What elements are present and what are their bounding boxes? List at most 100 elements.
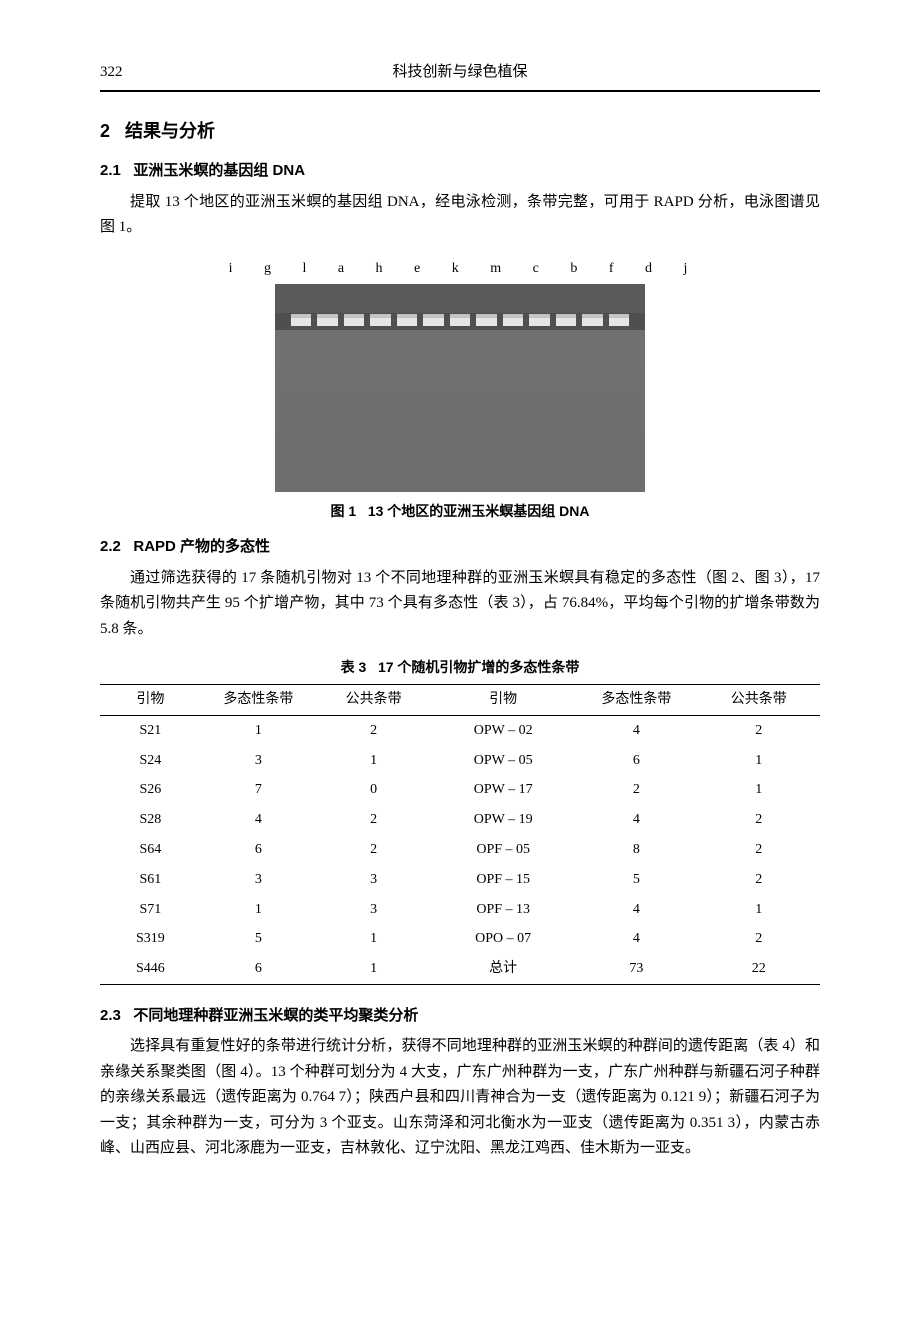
cell-common-left: 2 <box>316 805 431 835</box>
gel-bands-row <box>291 318 629 332</box>
cell-primer-right: 总计 <box>431 954 575 984</box>
section-2-2-para: 通过筛选获得的 17 条随机引物对 13 个不同地理种群的亚洲玉米螟具有稳定的多… <box>100 566 820 643</box>
table-row: S6133OPF – 1552 <box>100 865 820 895</box>
subsection-num: 2.1 <box>100 162 121 179</box>
cell-common-right: 22 <box>698 954 820 984</box>
cell-primer-left: S61 <box>100 865 201 895</box>
th-primer-left: 引物 <box>100 684 201 715</box>
table-row: S2112OPW – 0242 <box>100 715 820 745</box>
journal-title: 科技创新与绿色植保 <box>392 60 527 86</box>
cell-poly-left: 6 <box>201 835 316 865</box>
th-primer-right: 引物 <box>431 684 575 715</box>
th-common-left: 公共条带 <box>316 684 431 715</box>
cell-common-left: 1 <box>316 746 431 776</box>
figure-1: i g l a h e k m c b f d j 图 1 13 个地区的亚洲玉… <box>100 257 820 525</box>
cell-poly-right: 2 <box>575 775 697 805</box>
table-row: S31951OPO – 0742 <box>100 924 820 954</box>
cell-primer-right: OPF – 13 <box>431 895 575 925</box>
cell-poly-left: 1 <box>201 895 316 925</box>
cell-common-left: 1 <box>316 954 431 984</box>
section-2-1-heading: 2.1 亚洲玉米螟的基因组 DNA <box>100 158 820 184</box>
cell-primer-right: OPW – 05 <box>431 746 575 776</box>
cell-common-right: 1 <box>698 895 820 925</box>
cell-common-left: 3 <box>316 865 431 895</box>
cell-primer-right: OPF – 15 <box>431 865 575 895</box>
cell-common-right: 2 <box>698 715 820 745</box>
cell-common-right: 1 <box>698 746 820 776</box>
subsection-title: 不同地理种群亚洲玉米螟的类平均聚类分析 <box>133 1007 418 1024</box>
table-row: S2431OPW – 0561 <box>100 746 820 776</box>
table-3-body: S2112OPW – 0242S2431OPW – 0561S2670OPW –… <box>100 715 820 984</box>
th-poly-left: 多态性条带 <box>201 684 316 715</box>
fig-caption-prefix: 图 1 <box>330 503 356 519</box>
cell-poly-right: 4 <box>575 924 697 954</box>
cell-poly-right: 6 <box>575 746 697 776</box>
section-2-3-para: 选择具有重复性好的条带进行统计分析，获得不同地理种群的亚洲玉米螟的种群间的遗传距… <box>100 1034 820 1162</box>
cell-poly-left: 7 <box>201 775 316 805</box>
cell-poly-right: 4 <box>575 895 697 925</box>
subsection-num: 2.2 <box>100 538 121 555</box>
subsection-num: 2.3 <box>100 1007 121 1024</box>
cell-poly-left: 4 <box>201 805 316 835</box>
subsection-title: 亚洲玉米螟的基因组 DNA <box>133 162 305 179</box>
tbl-caption-prefix: 表 3 <box>341 659 367 675</box>
table-3: 引物 多态性条带 公共条带 引物 多态性条带 公共条带 S2112OPW – 0… <box>100 684 820 985</box>
cell-poly-right: 8 <box>575 835 697 865</box>
subsection-title: RAPD 产物的多态性 <box>133 538 270 555</box>
gel-image <box>275 284 645 492</box>
cell-primer-right: OPW – 02 <box>431 715 575 745</box>
cell-primer-left: S24 <box>100 746 201 776</box>
cell-primer-left: S21 <box>100 715 201 745</box>
cell-primer-left: S71 <box>100 895 201 925</box>
section-2-2-heading: 2.2 RAPD 产物的多态性 <box>100 534 820 560</box>
figure-1-caption: 图 1 13 个地区的亚洲玉米螟基因组 DNA <box>100 500 820 524</box>
cell-common-left: 0 <box>316 775 431 805</box>
tbl-caption-text: 17 个随机引物扩增的多态性条带 <box>378 659 579 675</box>
cell-poly-right: 4 <box>575 805 697 835</box>
cell-common-left: 3 <box>316 895 431 925</box>
cell-primer-right: OPW – 19 <box>431 805 575 835</box>
cell-primer-left: S64 <box>100 835 201 865</box>
cell-poly-right: 5 <box>575 865 697 895</box>
cell-primer-right: OPO – 07 <box>431 924 575 954</box>
cell-common-right: 2 <box>698 805 820 835</box>
cell-common-right: 2 <box>698 865 820 895</box>
fig-caption-text: 13 个地区的亚洲玉米螟基因组 DNA <box>368 503 590 519</box>
cell-poly-left: 5 <box>201 924 316 954</box>
cell-common-right: 1 <box>698 775 820 805</box>
section-2-1-para: 提取 13 个地区的亚洲玉米螟的基因组 DNA，经电泳检测，条带完整，可用于 R… <box>100 190 820 241</box>
table-row: S7113OPF – 1341 <box>100 895 820 925</box>
cell-poly-left: 3 <box>201 746 316 776</box>
cell-poly-right: 73 <box>575 954 697 984</box>
cell-primer-left: S26 <box>100 775 201 805</box>
cell-primer-right: OPF – 05 <box>431 835 575 865</box>
th-common-right: 公共条带 <box>698 684 820 715</box>
cell-poly-left: 3 <box>201 865 316 895</box>
cell-primer-left: S28 <box>100 805 201 835</box>
table-3-caption: 表 3 17 个随机引物扩增的多态性条带 <box>100 656 820 680</box>
section-2-3-heading: 2.3 不同地理种群亚洲玉米螟的类平均聚类分析 <box>100 1003 820 1029</box>
table-row: S2842OPW – 1942 <box>100 805 820 835</box>
cell-primer-right: OPW – 17 <box>431 775 575 805</box>
cell-common-right: 2 <box>698 924 820 954</box>
cell-common-left: 2 <box>316 835 431 865</box>
cell-poly-left: 6 <box>201 954 316 984</box>
table-row: S44661总计7322 <box>100 954 820 984</box>
cell-primer-left: S446 <box>100 954 201 984</box>
table-row: S6462OPF – 0582 <box>100 835 820 865</box>
table-row: S2670OPW – 1721 <box>100 775 820 805</box>
table-header-row: 引物 多态性条带 公共条带 引物 多态性条带 公共条带 <box>100 684 820 715</box>
page-number: 322 <box>100 60 123 86</box>
cell-common-left: 2 <box>316 715 431 745</box>
page-header: 322 科技创新与绿色植保 <box>100 60 820 92</box>
cell-poly-right: 4 <box>575 715 697 745</box>
cell-primer-left: S319 <box>100 924 201 954</box>
th-poly-right: 多态性条带 <box>575 684 697 715</box>
cell-common-left: 1 <box>316 924 431 954</box>
cell-poly-left: 1 <box>201 715 316 745</box>
section-title: 结果与分析 <box>125 121 215 141</box>
section-num: 2 <box>100 121 110 141</box>
gel-lane-labels: i g l a h e k m c b f d j <box>110 257 820 281</box>
section-2-heading: 2 结果与分析 <box>100 116 820 147</box>
cell-common-right: 2 <box>698 835 820 865</box>
